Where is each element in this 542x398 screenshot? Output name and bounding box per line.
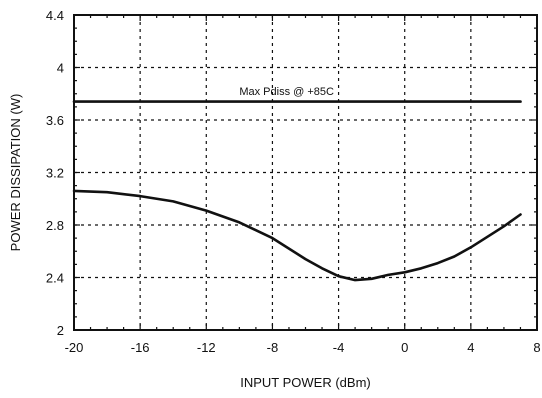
y-tick-label: 2.8	[46, 218, 64, 233]
y-tick-label: 3.6	[46, 113, 64, 128]
y-axis-title: POWER DISSIPATION (W)	[8, 94, 23, 252]
x-tick-label: 8	[533, 340, 540, 355]
x-tick-label: -16	[131, 340, 150, 355]
tick-labels: -20 -16 -12 -8 -4 0 4 8 2 2.4 2.8 3.2 3.6 4 4.4	[46, 8, 541, 355]
power-dissipation-line	[74, 191, 521, 280]
y-tick-label: 4	[57, 61, 64, 76]
x-tick-label: -20	[65, 340, 84, 355]
series-group	[74, 102, 521, 281]
y-tick-label: 3.2	[46, 166, 64, 181]
annotations: Max Pdiss @ +85C	[239, 86, 334, 98]
x-axis-title: INPUT POWER (dBm)	[240, 375, 371, 390]
x-tick-label: -8	[267, 340, 279, 355]
x-tick-label: -4	[333, 340, 345, 355]
y-tick-label: 4.4	[46, 8, 64, 23]
x-tick-label: 0	[401, 340, 408, 355]
x-tick-label: 4	[467, 340, 474, 355]
x-tick-label: -12	[197, 340, 216, 355]
y-tick-label: 2	[57, 323, 64, 338]
grid	[74, 15, 537, 330]
y-tick-label: 2.4	[46, 271, 64, 286]
max-pdiss-annotation: Max Pdiss @ +85C	[239, 86, 334, 98]
